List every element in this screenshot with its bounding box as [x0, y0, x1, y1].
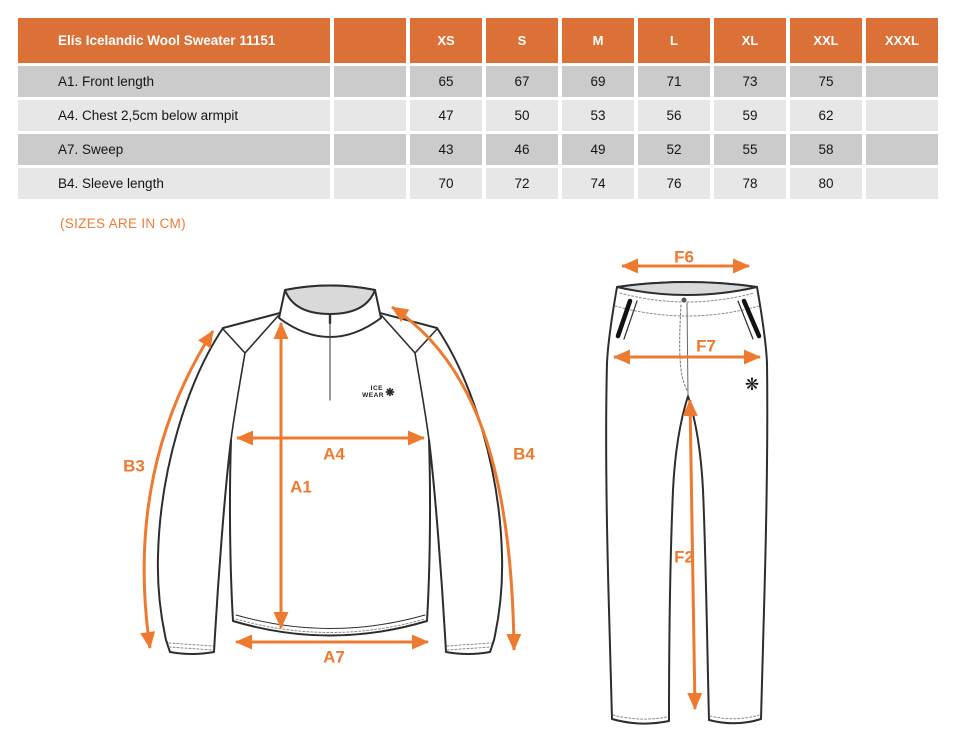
pants-waistband-inner — [616, 281, 758, 296]
pants-snowflake-icon: ❋ — [745, 375, 759, 394]
pants-diagram: ❋ — [605, 281, 769, 725]
pants-pocket-right — [741, 298, 762, 339]
value-cell: 71 — [638, 66, 710, 97]
measure-label-f7: F7 — [696, 336, 716, 356]
b4-sleeve-arrow — [391, 305, 522, 651]
icewear-logo-line1: ICE — [371, 385, 384, 392]
sizes-unit-note: (SIZES ARE IN CM) — [60, 216, 186, 231]
pants-pocket-left-stitch — [623, 300, 638, 340]
pants-pocket-left — [615, 298, 633, 339]
value-cell — [866, 100, 938, 131]
value-cell: 72 — [486, 168, 558, 199]
value-cell: 59 — [714, 100, 786, 131]
value-cell — [866, 134, 938, 165]
value-cell: 50 — [486, 100, 558, 131]
value-cell — [866, 168, 938, 199]
value-cell: 53 — [562, 100, 634, 131]
table-title: Elís Icelandic Wool Sweater 11151 — [18, 18, 330, 63]
value-cell: 56 — [638, 100, 710, 131]
spacer-cell — [334, 66, 406, 97]
value-cell: 78 — [714, 168, 786, 199]
pants-hem-stitch — [612, 714, 760, 720]
value-cell: 76 — [638, 168, 710, 199]
size-header-m: M — [562, 18, 634, 63]
sweater-measure-arrows — [140, 305, 522, 651]
measure-label-b4: B4 — [513, 444, 535, 464]
spacer-cell — [334, 100, 406, 131]
value-cell: 47 — [410, 100, 482, 131]
size-header-xxxl: XXXL — [866, 18, 938, 63]
value-cell: 67 — [486, 66, 558, 97]
icewear-logo-line2: WEAR — [362, 392, 384, 399]
row-label: B4. Sleeve length — [18, 168, 330, 199]
size-table: Elís Icelandic Wool Sweater 11151 XS S M… — [18, 18, 938, 199]
spacer-cell — [334, 168, 406, 199]
pants-measure-arrows — [613, 258, 761, 710]
value-cell: 43 — [410, 134, 482, 165]
pants-outline — [605, 281, 769, 725]
pants-pocket-right-stitch — [737, 300, 754, 340]
row-label: A4. Chest 2,5cm below armpit — [18, 100, 330, 131]
size-header-xl: XL — [714, 18, 786, 63]
size-header-xs: XS — [410, 18, 482, 63]
value-cell: 75 — [790, 66, 862, 97]
b3-sleeve-arrow — [140, 330, 215, 649]
value-cell: 80 — [790, 168, 862, 199]
row-label: A7. Sweep — [18, 134, 330, 165]
spacer-cell — [334, 134, 406, 165]
measure-label-a7: A7 — [323, 647, 345, 667]
value-cell: 62 — [790, 100, 862, 131]
pants-button — [681, 297, 687, 303]
f2-inseam-arrow — [682, 399, 703, 710]
value-cell — [866, 66, 938, 97]
value-cell: 74 — [562, 168, 634, 199]
value-cell: 69 — [562, 66, 634, 97]
measure-label-f2: F2 — [674, 547, 694, 567]
size-header-s: S — [486, 18, 558, 63]
measure-label-a1: A1 — [290, 477, 312, 497]
row-label: A1. Front length — [18, 66, 330, 97]
header-spacer-cell — [334, 18, 406, 63]
value-cell: 49 — [562, 134, 634, 165]
sweater-diagram: ICE WEAR ❋ — [156, 284, 504, 655]
value-cell: 55 — [714, 134, 786, 165]
value-cell: 58 — [790, 134, 862, 165]
value-cell: 70 — [410, 168, 482, 199]
size-header-xxl: XXL — [790, 18, 862, 63]
measure-label-f6: F6 — [674, 247, 694, 267]
size-header-l: L — [638, 18, 710, 63]
measure-label-a4: A4 — [323, 444, 345, 464]
measure-label-b3: B3 — [123, 456, 145, 476]
value-cell: 73 — [714, 66, 786, 97]
sweater-collar-inner — [284, 284, 376, 315]
value-cell: 65 — [410, 66, 482, 97]
value-cell: 52 — [638, 134, 710, 165]
value-cell: 46 — [486, 134, 558, 165]
pants-fly-stitch — [679, 304, 689, 393]
sweater-raglan-seam-left — [222, 315, 279, 441]
icewear-snowflake-icon: ❋ — [385, 387, 394, 399]
